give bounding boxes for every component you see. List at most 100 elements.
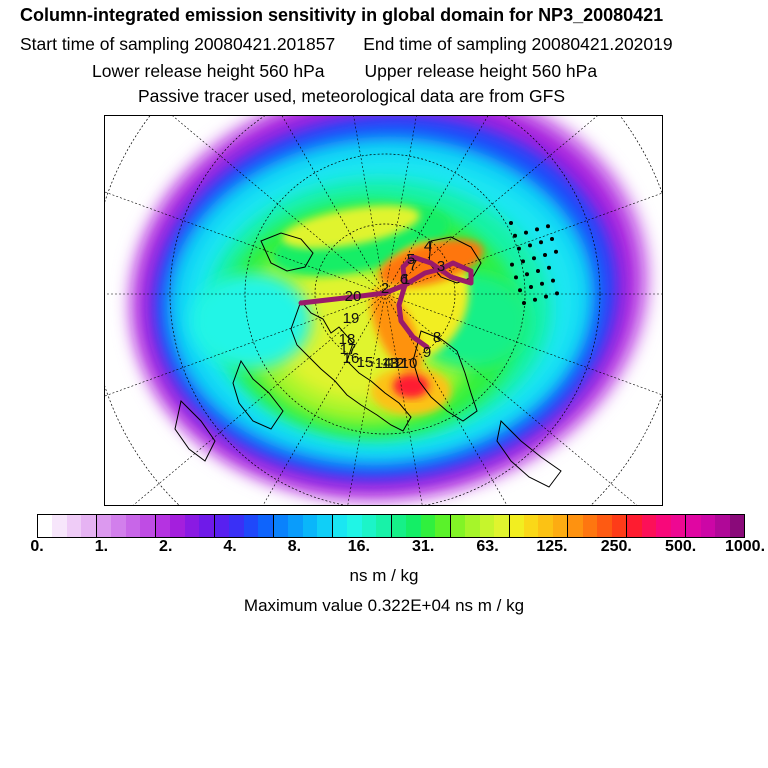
colorbar-cell	[465, 515, 480, 537]
meridian-line	[384, 293, 637, 505]
trajectory-label: 19	[343, 310, 360, 327]
trajectory-label: 11	[393, 355, 409, 372]
trajectory-label: 18	[339, 331, 356, 348]
tracer-note: Passive tracer used, meteorological data…	[138, 86, 565, 106]
field-contour	[370, 288, 422, 374]
lat-lon-grid	[105, 116, 662, 505]
coast-island	[533, 297, 537, 302]
trajectory-path	[298, 254, 474, 350]
colorbar-tick-label: 2.	[159, 538, 173, 555]
trajectory-label: 3	[437, 258, 445, 275]
sensitivity-map: 1 2 3 4 5 6 7 8 9 10 11 12 13 14 15 16 17 18 19 20	[104, 115, 663, 506]
colorbar-cell	[332, 515, 348, 537]
colorbar-cell	[611, 515, 628, 537]
colorbar-tick-label: 125.	[536, 538, 568, 555]
coast-island	[528, 243, 532, 248]
trajectory-label: 6	[400, 271, 408, 288]
end-time-text: End time of sampling 20080421.202019	[363, 34, 673, 54]
colorbar-cell	[656, 515, 671, 537]
colorbar-cell	[52, 515, 67, 537]
colorbar-cell	[435, 515, 451, 537]
colorbar-cell	[302, 515, 318, 537]
colorbar-tick-label: 8.	[287, 538, 302, 555]
colorbar-cell	[288, 515, 303, 537]
coast-island	[510, 262, 514, 267]
colorbar-cell	[582, 515, 598, 537]
coast-island	[513, 233, 517, 238]
coast-island	[551, 278, 555, 283]
coast-island	[518, 288, 522, 293]
trajectory-label: 1	[402, 271, 410, 288]
coast-island	[536, 269, 540, 273]
colorbar-cell	[273, 515, 289, 537]
coastline	[496, 419, 562, 488]
coast-island	[539, 240, 543, 245]
colorbar-cell	[361, 515, 377, 537]
colorbar-ticks: 0. 1. 2. 4. 8. 16. 31. 63. 125. 250. 500. 1000.	[0, 538, 768, 562]
colorbar-cell	[420, 515, 436, 537]
coast-island	[521, 259, 525, 264]
upper-release-text: Upper release height 560 hPa	[364, 61, 598, 81]
coast-island	[509, 221, 513, 225]
coastline	[260, 232, 314, 272]
trajectory-label: 14	[375, 355, 392, 372]
trajectory-label: 15	[357, 354, 374, 371]
trajectory-label: 12	[388, 355, 405, 372]
colorbar-tick-label: 1.	[94, 538, 109, 555]
colorbar-cell	[170, 515, 185, 537]
colorbar-cell	[509, 515, 524, 537]
colorbar-cell	[538, 515, 553, 537]
trajectory-label: 10	[401, 355, 418, 372]
colorbar-cell	[184, 515, 200, 537]
coast-island	[524, 230, 528, 235]
colorbar-cell	[700, 515, 716, 537]
colorbar-unit: ns m / kg	[349, 566, 419, 585]
colorbar-cell	[670, 515, 687, 537]
sampling-times-line: Start time of sampling 20080421.201857 En…	[20, 34, 673, 55]
colorbar-cell	[450, 515, 466, 537]
meridian-line	[384, 192, 662, 295]
field-contour	[191, 273, 311, 369]
colorbar-cell	[729, 515, 745, 537]
colorbar-cell	[140, 515, 156, 537]
colorbar-cell	[597, 515, 612, 537]
coast-island	[522, 301, 526, 305]
coast-island	[546, 224, 550, 229]
colorbar-tick-label: 63.	[476, 538, 499, 555]
start-time-text: Start time of sampling 20080421.201857	[20, 34, 336, 54]
colorbar-cell	[347, 515, 362, 537]
field-contour	[393, 374, 429, 398]
colorbar-cell	[81, 515, 97, 537]
coastline	[232, 359, 284, 430]
max-value-text: Maximum value 0.322E+04 ns m / kg	[243, 596, 525, 615]
sensitivity-field	[127, 116, 651, 503]
colorbar-cell	[96, 515, 112, 537]
trajectory-label: 4	[424, 238, 432, 255]
colorbar-tick-label: 1000.	[724, 538, 766, 555]
trajectory-label: 20	[345, 288, 362, 305]
coast-island	[535, 227, 539, 232]
trajectory-label: 16	[343, 350, 360, 367]
coast-island	[555, 291, 559, 296]
colorbar-cell	[552, 515, 569, 537]
colorbar-cell	[111, 515, 126, 537]
trajectory-label: 17	[340, 341, 357, 358]
coast-island	[547, 265, 551, 270]
colorbar-cell	[199, 515, 215, 537]
colorbar-cell	[568, 515, 583, 537]
colorbar-cell	[391, 515, 407, 537]
colorbar-cell	[155, 515, 171, 537]
meridian-line	[105, 191, 386, 295]
colorbar-tick-label: 500.	[665, 538, 697, 555]
colorbar-cell	[627, 515, 642, 537]
coastline	[290, 300, 412, 432]
colorbar-tick-label: 4.	[223, 538, 237, 555]
latitude-circle	[169, 116, 601, 505]
trajectory-label: 8	[433, 329, 441, 346]
colorbar-tick-label: 16.	[347, 538, 370, 555]
coast-island	[525, 272, 529, 277]
colorbar-cell	[715, 515, 730, 537]
colorbar-cell	[258, 515, 274, 537]
